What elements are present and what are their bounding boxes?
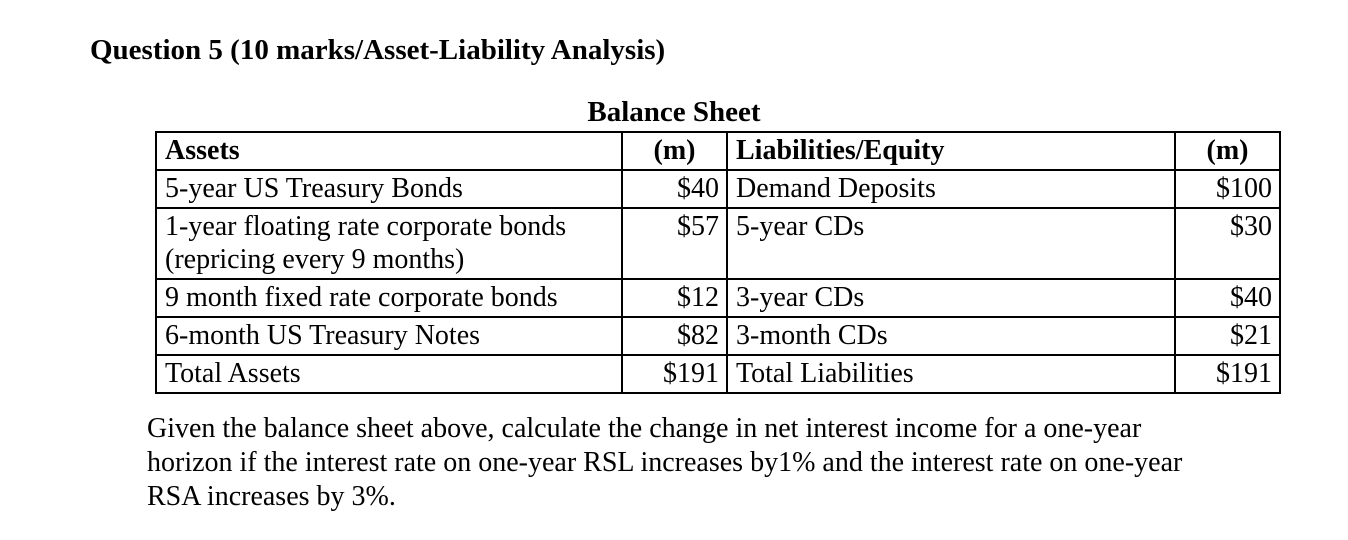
liability-amount-cell: $30 (1174, 207, 1281, 280)
header-liabilities-equity: Liabilities/Equity (726, 131, 1176, 171)
question-paragraph-line-2: horizon if the interest rate on one-year… (147, 447, 1183, 478)
asset-name-line-1: 1-year floating rate corporate bonds (165, 211, 567, 242)
liability-amount-cell: $100 (1174, 169, 1281, 209)
header-m-left: (m) (621, 131, 728, 171)
liability-amount-cell: $21 (1174, 316, 1281, 356)
liability-amount-cell: $40 (1174, 278, 1281, 318)
table-row: 9 month fixed rate corporate bonds $12 3… (155, 278, 1281, 318)
balance-sheet-title: Balance Sheet (587, 96, 761, 128)
asset-name-cell: 9 month fixed rate corporate bonds (155, 278, 623, 318)
asset-name-cell: Total Assets (155, 354, 623, 394)
question-paragraph: Given the balance sheet above, calculate… (147, 412, 1182, 514)
asset-amount-cell: $40 (621, 169, 728, 209)
liability-amount-cell: $191 (1174, 354, 1281, 394)
question-title: Question 5 (10 marks/Asset-Liability Ana… (90, 34, 666, 66)
asset-amount-cell: $191 (621, 354, 728, 394)
table-row: Total Assets $191 Total Liabilities $191 (155, 354, 1281, 394)
asset-name-cell: 5-year US Treasury Bonds (155, 169, 623, 209)
table-row: 1-year floating rate corporate bonds (re… (155, 207, 1281, 280)
liability-name-cell: 3-year CDs (726, 278, 1176, 318)
asset-amount-cell: $82 (621, 316, 728, 356)
header-m-right: (m) (1174, 131, 1281, 171)
balance-sheet-table: Assets (m) Liabilities/Equity (m) 5-year… (155, 131, 1281, 394)
asset-name-cell: 6-month US Treasury Notes (155, 316, 623, 356)
liability-name-cell: Total Liabilities (726, 354, 1176, 394)
asset-name-cell: 1-year floating rate corporate bonds (re… (155, 207, 623, 280)
liability-name-cell: 3-month CDs (726, 316, 1176, 356)
table-header-row: Assets (m) Liabilities/Equity (m) (155, 131, 1281, 171)
table-row: 5-year US Treasury Bonds $40 Demand Depo… (155, 169, 1281, 209)
liability-name-cell: 5-year CDs (726, 207, 1176, 280)
liability-name-cell: Demand Deposits (726, 169, 1176, 209)
question-paragraph-line-1: Given the balance sheet above, calculate… (147, 413, 1142, 444)
question-paragraph-line-3: RSA increases by 3%. (147, 481, 396, 512)
asset-name-line-2: (repricing every 9 months) (165, 244, 465, 275)
asset-amount-cell: $57 (621, 207, 728, 280)
asset-amount-cell: $12 (621, 278, 728, 318)
table-row: 6-month US Treasury Notes $82 3-month CD… (155, 316, 1281, 356)
header-assets: Assets (155, 131, 623, 171)
